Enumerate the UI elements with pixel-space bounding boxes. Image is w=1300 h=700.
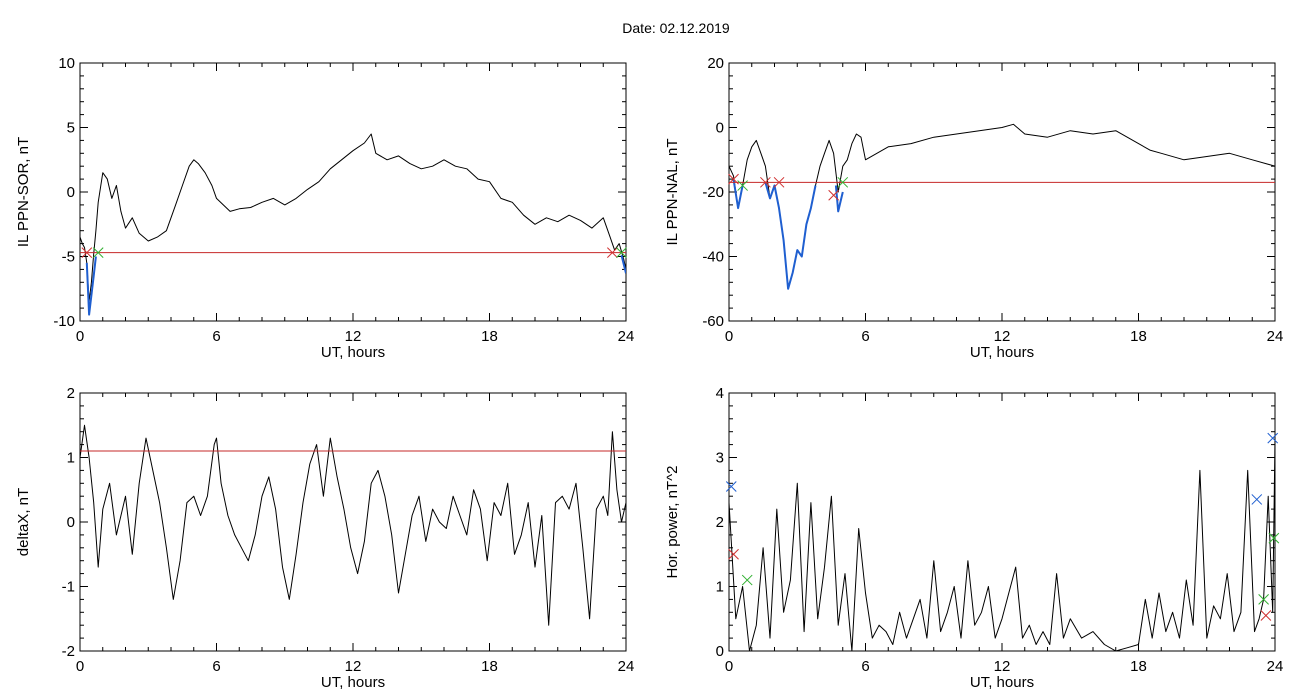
y-tick-label: 5 xyxy=(67,120,75,137)
x-marker xyxy=(728,548,739,560)
plot-frame xyxy=(728,392,1276,652)
x-marker xyxy=(760,176,771,188)
x-axis-label: UT, hours xyxy=(321,344,385,361)
x-axis-label: UT, hours xyxy=(970,674,1034,691)
x-tick-label: 12 xyxy=(345,658,362,675)
x-marker xyxy=(92,247,104,258)
highlight-segment xyxy=(85,256,97,316)
x-tick-label: 18 xyxy=(481,328,498,345)
x-tick-label: 18 xyxy=(481,658,498,675)
y-axis-label: Hor. power, nT^2 xyxy=(664,466,681,579)
y-tick-label: 20 xyxy=(707,55,724,72)
y-tick-label: 1 xyxy=(716,579,724,596)
figure-title: Date: 02.12.2019 xyxy=(622,20,730,36)
y-tick-label: -5 xyxy=(62,249,75,266)
x-tick-label: 24 xyxy=(1267,328,1284,345)
x-marker xyxy=(828,189,840,201)
x-marker xyxy=(1258,594,1269,605)
x-tick-label: 0 xyxy=(76,328,84,345)
x-tick-label: 24 xyxy=(618,658,635,675)
x-tick-label: 6 xyxy=(212,328,220,345)
y-axis-label: deltaX, nT xyxy=(15,488,32,556)
y-tick-label: 0 xyxy=(716,120,724,137)
plot-area xyxy=(80,133,626,316)
y-axis-label: IL PPN-NAL, nT xyxy=(664,139,681,246)
y-tick-label: 10 xyxy=(58,55,75,72)
x-marker xyxy=(837,176,849,188)
il-ppn-sor-panel: 0 6 12 18 24 -10 -5 0 5 10 UT, hours IL PPN-SOR, nT xyxy=(15,55,634,361)
y-tick-label: 2 xyxy=(716,514,724,531)
x-marker xyxy=(1251,494,1263,505)
y-tick-label: -20 xyxy=(702,184,724,201)
x-tick-label: 6 xyxy=(861,328,869,345)
x-marker xyxy=(737,180,749,191)
x-tick-label: 6 xyxy=(861,658,869,675)
x-tick-label: 18 xyxy=(1130,328,1147,345)
plot-area xyxy=(729,438,1275,651)
y-tick-label: 1 xyxy=(67,450,75,467)
highlight-segment xyxy=(732,178,744,210)
y-tick-label: 4 xyxy=(716,385,724,402)
x-tick-label: 24 xyxy=(1267,658,1284,675)
x-marker xyxy=(773,176,785,188)
x-tick-label: 0 xyxy=(725,328,733,345)
x-marker xyxy=(1260,610,1272,621)
plot-area xyxy=(729,123,1275,290)
il-ppn-nal-panel: 0 6 12 18 24 -60 -40 -20 0 20 UT, hours IL PPN-NAL,… xyxy=(664,55,1283,361)
x-marker xyxy=(725,481,737,492)
x-tick-label: 12 xyxy=(994,658,1011,675)
y-tick-label: -2 xyxy=(62,643,75,660)
y-tick-label: -60 xyxy=(702,313,724,330)
highlight-segment xyxy=(764,182,817,290)
y-tick-label: 3 xyxy=(716,450,724,467)
x-marker xyxy=(1268,532,1280,544)
x-tick-label: 24 xyxy=(618,328,635,345)
plot-frame xyxy=(79,392,627,652)
x-tick-label: 6 xyxy=(212,658,220,675)
y-tick-label: 0 xyxy=(67,184,75,201)
x-marker xyxy=(616,247,627,258)
data-line xyxy=(80,424,626,626)
x-marker xyxy=(728,173,739,185)
plot-frame xyxy=(79,62,627,322)
x-tick-label: 12 xyxy=(345,328,362,345)
x-tick-label: 0 xyxy=(76,658,84,675)
x-axis-label: UT, hours xyxy=(970,344,1034,361)
y-tick-label: -10 xyxy=(53,313,75,330)
y-tick-label: -1 xyxy=(62,579,75,596)
x-tick-label: 18 xyxy=(1130,658,1147,675)
y-tick-label: 2 xyxy=(67,385,75,402)
x-marker xyxy=(741,574,753,586)
x-marker xyxy=(1267,432,1279,444)
x-axis-label: UT, hours xyxy=(321,674,385,691)
x-tick-label: 0 xyxy=(725,658,733,675)
highlight-segment xyxy=(834,185,844,213)
highlight-segment xyxy=(620,254,626,274)
data-line xyxy=(729,438,1275,651)
y-tick-label: -40 xyxy=(702,249,724,266)
y-tick-label: 0 xyxy=(716,643,724,660)
x-marker xyxy=(81,247,93,258)
plot-area xyxy=(80,424,626,626)
data-line xyxy=(80,133,626,303)
x-tick-label: 12 xyxy=(994,328,1011,345)
y-tick-label: 0 xyxy=(67,514,75,531)
x-marker xyxy=(606,247,618,258)
y-axis-label: IL PPN-SOR, nT xyxy=(15,137,32,247)
plot-frame xyxy=(728,62,1276,322)
